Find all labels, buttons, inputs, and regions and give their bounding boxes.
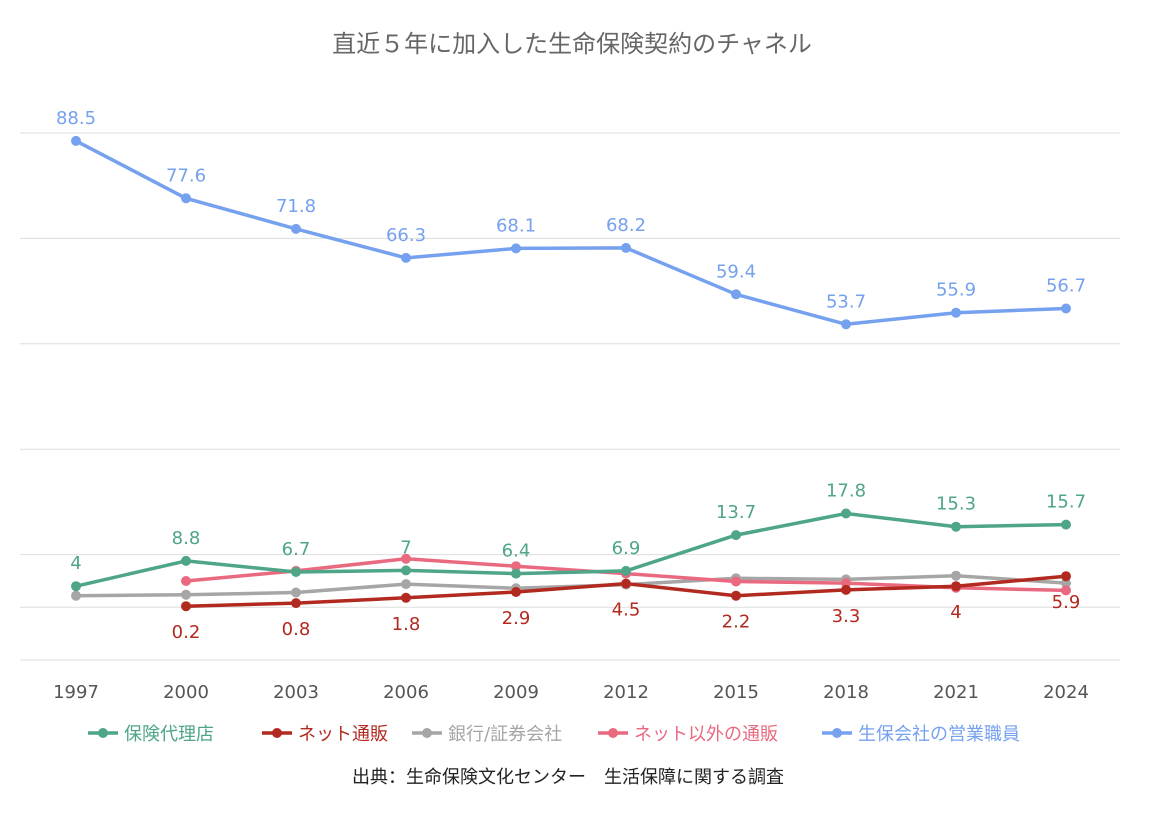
legend-label: 保険代理店	[124, 724, 214, 745]
data-point	[511, 568, 521, 579]
data-label: 2.9	[502, 608, 531, 629]
data-point	[841, 508, 851, 519]
x-tick-label: 2024	[1043, 682, 1089, 703]
data-point	[1061, 585, 1071, 596]
data-point	[731, 590, 741, 601]
legend-label: 銀行/証券会社	[448, 724, 562, 745]
data-label: 53.7	[826, 291, 866, 312]
data-label: 55.9	[936, 280, 976, 301]
x-tick-label: 1997	[53, 682, 99, 703]
data-point	[951, 570, 961, 581]
legend: 保険代理店 ネット通販 銀行/証券会社 ネット以外の通販 生保会社の営業職員	[88, 724, 1020, 745]
x-tick-label: 2006	[383, 682, 429, 703]
data-point	[731, 576, 741, 587]
data-label: 68.2	[606, 215, 646, 236]
x-tick-label: 2000	[163, 682, 209, 703]
data-point	[621, 565, 631, 576]
data-point	[291, 567, 301, 577]
data-label: 0.2	[172, 622, 201, 643]
x-tick-label: 2012	[603, 682, 649, 703]
data-point	[731, 289, 741, 300]
data-label: 66.3	[386, 225, 426, 246]
data-point	[181, 193, 191, 204]
data-label: 15.7	[1046, 492, 1086, 513]
series-points	[71, 135, 1071, 612]
data-label: 71.8	[276, 196, 316, 217]
data-label: 59.4	[716, 261, 756, 282]
data-point	[401, 252, 411, 263]
data-point	[511, 243, 521, 254]
data-point	[181, 576, 191, 586]
data-point	[181, 589, 191, 600]
data-label: 4	[70, 553, 81, 574]
data-point	[1061, 519, 1071, 530]
data-point	[621, 242, 631, 253]
data-point	[731, 530, 741, 541]
data-point	[401, 592, 411, 603]
series-lines	[74, 139, 1068, 608]
data-label: 56.7	[1046, 276, 1086, 297]
data-point	[951, 307, 961, 318]
x-tick-label: 2003	[273, 682, 319, 703]
data-point	[291, 223, 301, 234]
data-label: 15.3	[936, 494, 976, 515]
data-point	[71, 590, 81, 601]
data-point	[401, 579, 411, 590]
data-label: 77.6	[166, 165, 206, 186]
data-label: 17.8	[826, 481, 866, 502]
data-label: 8.8	[172, 528, 201, 549]
data-label: 7	[400, 537, 411, 558]
legend-swatch-dot	[98, 728, 108, 738]
source-note: 出典：生命保険文化センター 生活保障に関する調査	[352, 767, 784, 788]
legend-swatch-dot	[608, 728, 618, 738]
chart-title: 直近５年に加入した生命保険契約のチャネル	[332, 30, 812, 58]
data-label: 68.1	[496, 215, 536, 236]
data-point	[951, 581, 961, 592]
x-tick-label: 2009	[493, 682, 539, 703]
data-point	[71, 581, 81, 592]
legend-label: 生保会社の営業職員	[858, 724, 1020, 745]
data-point	[291, 598, 301, 609]
data-label: 5.9	[1052, 592, 1081, 613]
data-point	[511, 587, 521, 597]
legend-swatch-dot	[832, 728, 842, 738]
data-label: 6.4	[502, 541, 531, 562]
legend-swatch-dot	[422, 728, 432, 738]
x-tick-label: 2021	[933, 682, 979, 703]
x-tick-label: 2018	[823, 682, 869, 703]
data-label: 13.7	[716, 502, 756, 523]
legend-label: ネット通販	[298, 724, 388, 745]
data-label: 6.9	[612, 538, 641, 559]
data-point	[511, 561, 521, 572]
data-label: 0.8	[282, 619, 311, 640]
data-point	[1061, 578, 1071, 589]
data-point	[1061, 571, 1071, 582]
data-point	[621, 578, 631, 589]
data-point	[181, 555, 191, 566]
data-label: 4	[950, 602, 961, 623]
data-label: 6.7	[282, 539, 311, 560]
series-line	[74, 139, 1068, 327]
series-line	[74, 511, 1068, 588]
legend-swatch-dot	[272, 728, 282, 738]
data-point	[951, 521, 961, 532]
data-point	[71, 135, 81, 146]
data-label: 2.2	[722, 612, 751, 633]
x-axis-ticks: 1997 2000 2003 2006 2009 2012 2015 2018 2021 2024	[53, 682, 1089, 703]
data-label: 1.8	[392, 614, 421, 635]
x-tick-label: 2015	[713, 682, 759, 703]
legend-label: ネット以外の通販	[634, 724, 778, 745]
data-label: 4.5	[612, 600, 641, 621]
data-point	[401, 565, 411, 576]
data-point	[181, 601, 191, 612]
data-point	[841, 319, 851, 330]
data-point	[291, 587, 301, 598]
data-point	[401, 553, 411, 564]
data-point	[1061, 303, 1071, 314]
data-label: 88.5	[56, 108, 96, 129]
data-labels: 0.2 0.8 1.8 2.9 4.5 2.2 3.3 4 5.9 4 8.8 6.7 7 6.4 6.9 1…	[56, 108, 1086, 643]
data-label: 3.3	[832, 606, 861, 627]
data-point	[841, 584, 851, 595]
